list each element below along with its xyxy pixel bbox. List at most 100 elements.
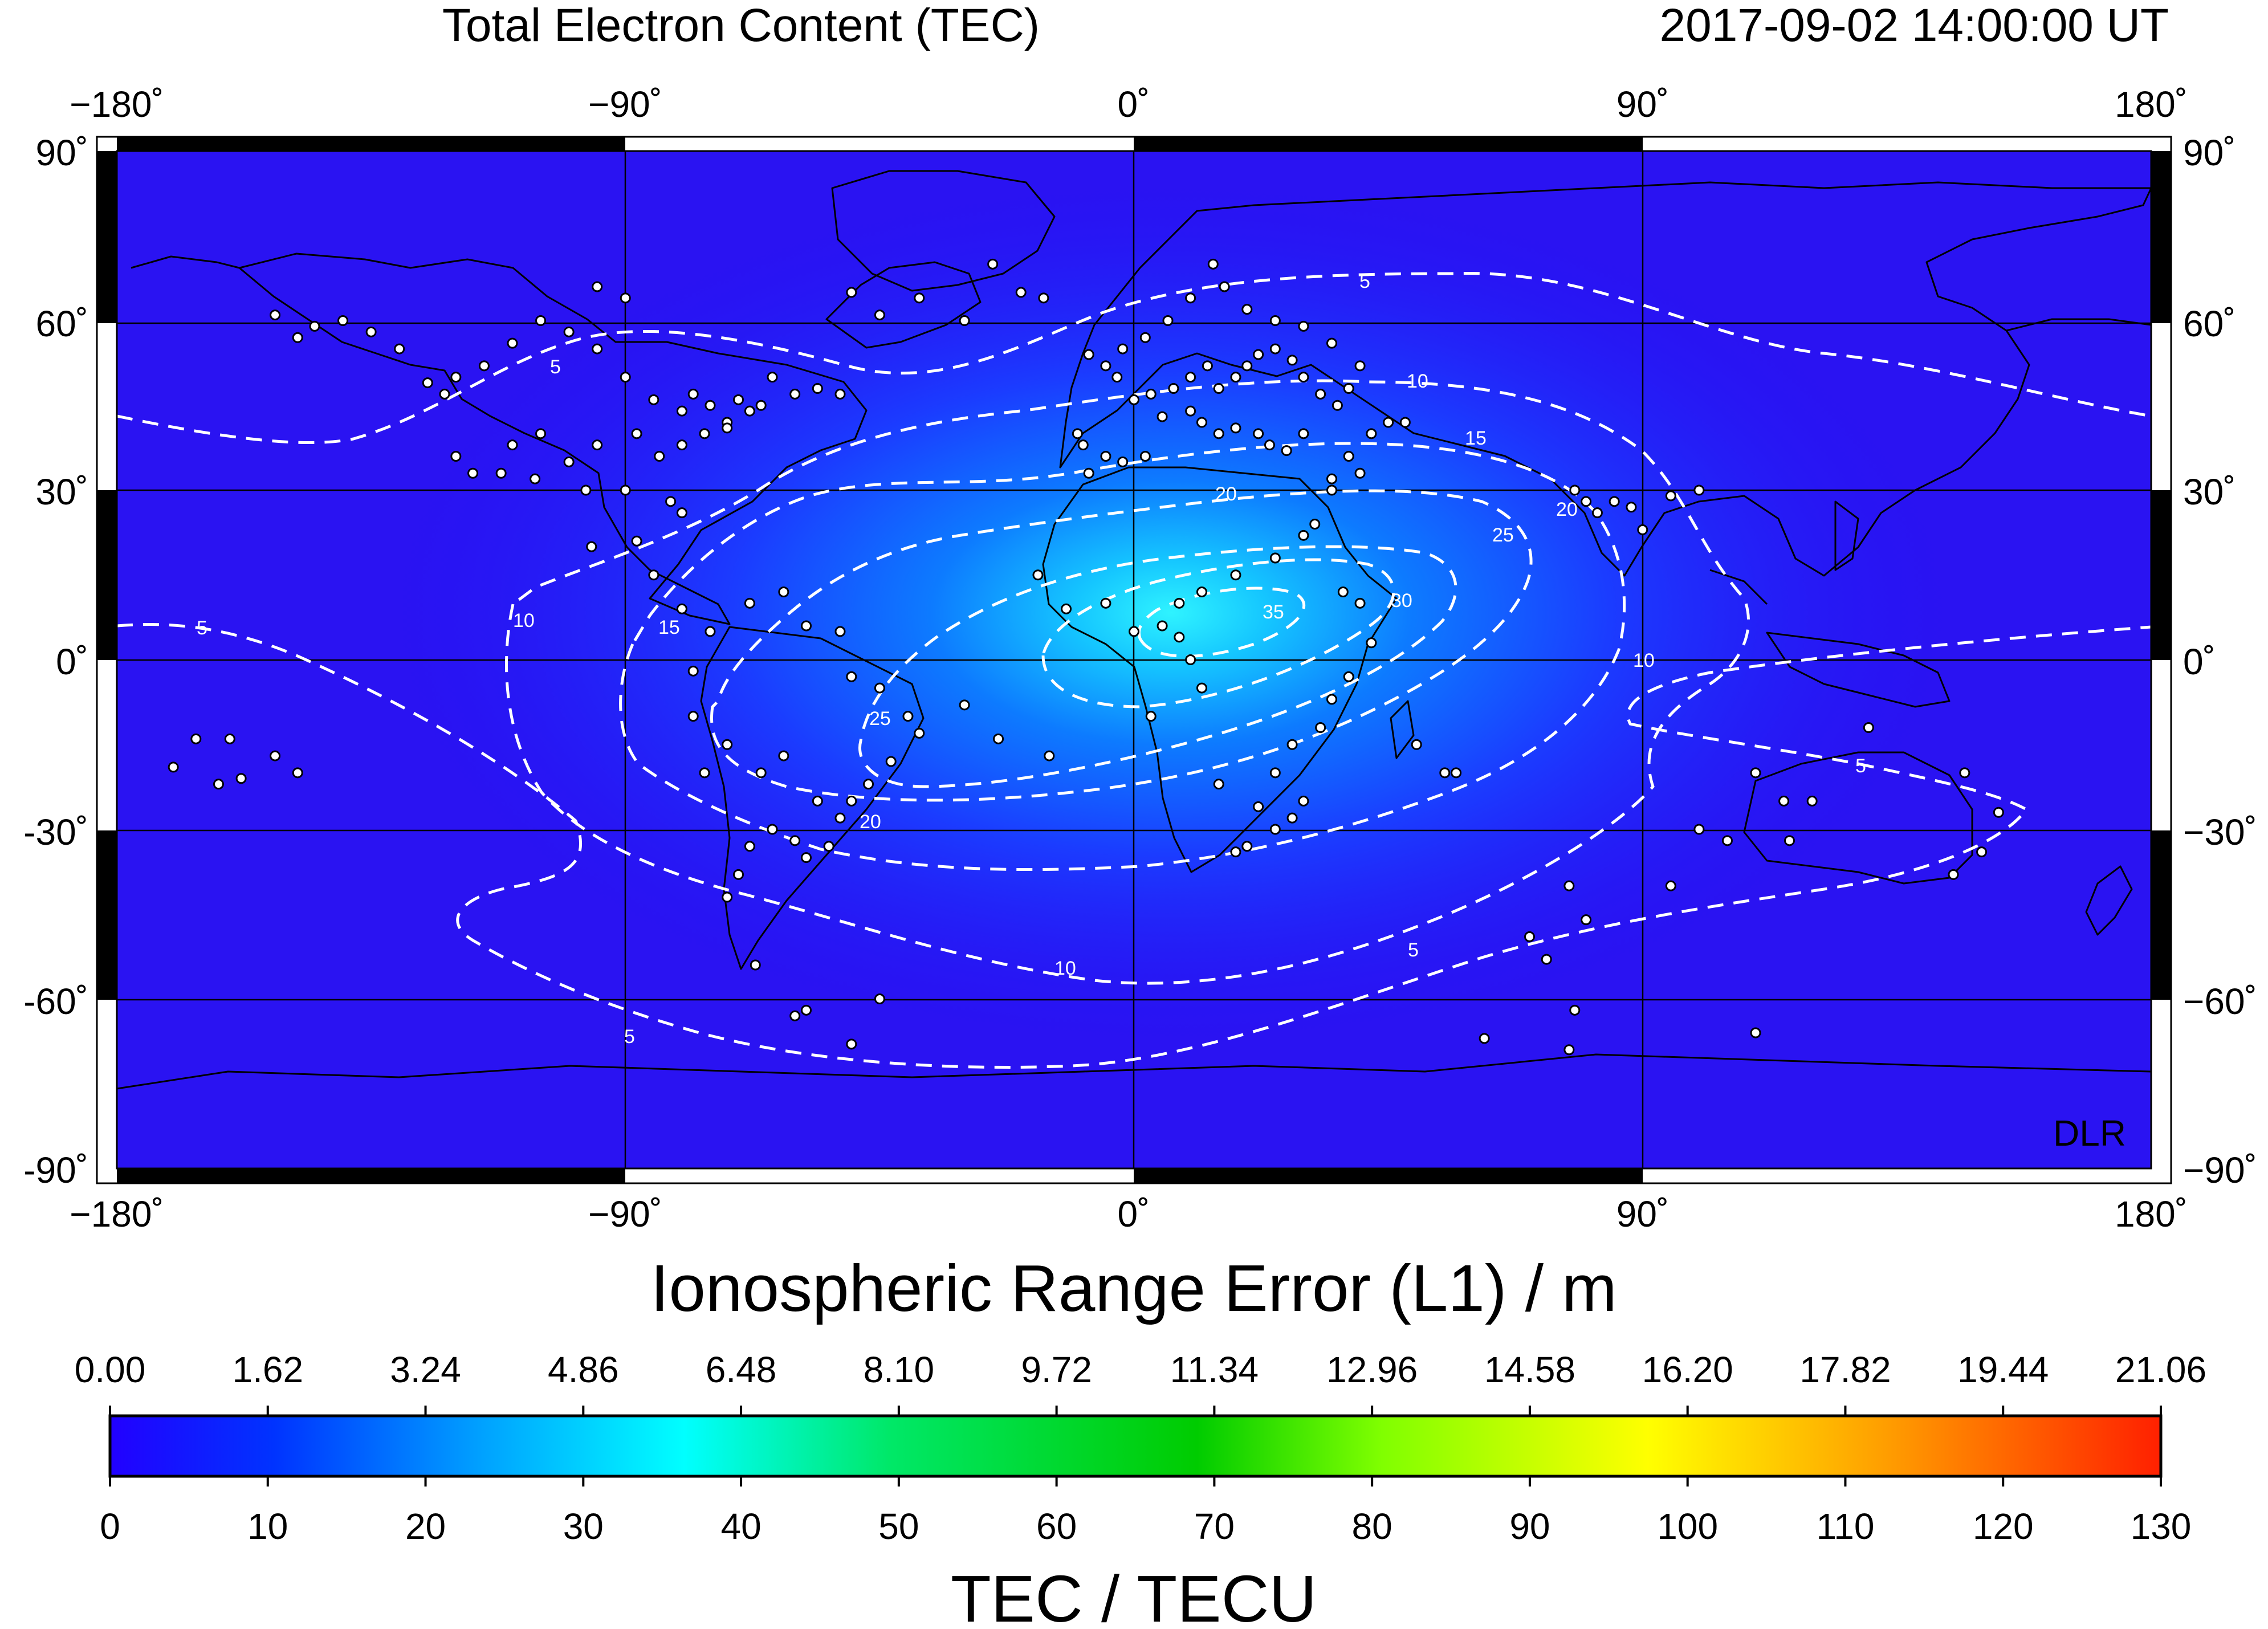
- station-marker: [789, 835, 801, 846]
- station-marker: [1354, 360, 1366, 372]
- station-marker: [1129, 394, 1139, 405]
- station-marker: [495, 467, 507, 479]
- contour-25: [858, 545, 1457, 788]
- station-marker: [665, 496, 677, 507]
- map-panel: 5 5 5 5 5 5 10 10 10 10 15 15 20 20 20 2…: [23, 84, 2257, 1235]
- station-marker: [648, 394, 659, 405]
- station-marker: [987, 258, 999, 270]
- range-error-tick-label: 11.34: [1170, 1349, 1259, 1390]
- station-marker: [1563, 1044, 1575, 1056]
- station-marker: [1241, 360, 1253, 372]
- station-marker: [1298, 530, 1309, 541]
- station-marker: [959, 699, 970, 711]
- range-error-title: Ionospheric Range Error (L1) / m: [650, 1251, 1617, 1325]
- tec-ticks: 0 10 20 30 40 50 60 70 80 90 100 110 120 130: [100, 1506, 2191, 1547]
- contour-5-north: [117, 271, 2151, 444]
- contour-15: [619, 442, 1626, 871]
- station-marker: [750, 959, 761, 971]
- station-marker: [1332, 400, 1343, 411]
- chart-title: Total Electron Content (TEC): [442, 0, 1040, 51]
- station-marker: [535, 315, 547, 326]
- station-marker: [292, 332, 303, 343]
- station-marker: [1451, 767, 1462, 779]
- range-error-tick-label: 1.62: [232, 1349, 303, 1390]
- station-marker: [1083, 349, 1094, 360]
- tec-tick-label: 120: [1973, 1506, 2034, 1547]
- station-marker: [1343, 451, 1354, 462]
- contour-label: 25: [869, 708, 891, 730]
- range-error-ticks: 0.00 1.62 3.24 4.86 6.48 8.10 9.72 11.34 12.96 14…: [75, 1349, 2206, 1390]
- station-marker: [1196, 587, 1207, 597]
- station-marker: [1264, 439, 1275, 451]
- station-marker: [1174, 597, 1185, 609]
- station-marker: [902, 711, 914, 722]
- station-marker: [993, 733, 1004, 744]
- station-marker: [744, 405, 755, 417]
- station-marker: [800, 852, 812, 864]
- station-marker: [1693, 824, 1705, 835]
- station-marker: [535, 428, 547, 439]
- station-marker: [190, 733, 202, 744]
- lat-label: −30˚: [2183, 812, 2257, 853]
- station-marker: [1541, 954, 1552, 965]
- lat-label: 90˚: [2183, 132, 2236, 173]
- station-marker: [687, 665, 699, 677]
- station-marker: [1354, 597, 1366, 609]
- lat-label: −60˚: [2183, 981, 2257, 1022]
- contour-label: 20: [860, 811, 881, 833]
- station-marker: [1626, 502, 1637, 513]
- station-marker: [1185, 405, 1196, 417]
- tec-tick-label: 10: [247, 1506, 288, 1547]
- station-marker: [1241, 841, 1253, 852]
- station-marker: [874, 682, 885, 694]
- graticule: [117, 151, 2151, 1168]
- contour-label: 30: [1391, 590, 1412, 612]
- station-marker: [1117, 456, 1129, 467]
- gnss-stations: [168, 258, 2004, 1056]
- station-marker: [778, 750, 789, 761]
- colorbar: [108, 1414, 2163, 1478]
- station-marker: [1253, 428, 1264, 439]
- station-marker: [1038, 292, 1049, 304]
- station-marker: [1298, 428, 1309, 439]
- station-marker: [1196, 682, 1207, 694]
- lon-label: −180˚: [70, 1194, 164, 1235]
- station-marker: [687, 711, 699, 722]
- station-marker: [620, 372, 631, 383]
- station-marker: [1168, 383, 1179, 394]
- contour-label: 5: [1855, 755, 1866, 777]
- station-marker: [1213, 383, 1224, 394]
- station-marker: [812, 795, 823, 807]
- station-marker: [676, 603, 687, 614]
- range-error-tick-label: 12.96: [1326, 1349, 1418, 1390]
- range-error-tick-label: 6.48: [706, 1349, 777, 1390]
- contour-label: 10: [513, 610, 535, 632]
- lon-label: 0˚: [1118, 84, 1150, 125]
- station-marker: [1806, 795, 1818, 807]
- station-marker: [309, 320, 320, 332]
- credit-label: DLR: [2053, 1113, 2126, 1154]
- station-marker: [1044, 750, 1055, 761]
- station-marker: [846, 1039, 857, 1050]
- station-marker: [270, 309, 281, 321]
- station-marker: [1015, 287, 1027, 298]
- station-marker: [1269, 767, 1281, 779]
- station-marker: [507, 439, 518, 451]
- range-error-tick-label: 19.44: [1957, 1349, 2049, 1390]
- contour-label: 5: [1408, 939, 1419, 961]
- tec-tick-label: 90: [1509, 1506, 1550, 1547]
- station-marker: [1326, 694, 1337, 705]
- station-marker: [1139, 332, 1151, 343]
- station-marker: [450, 372, 462, 383]
- lat-label: 0˚: [2183, 641, 2216, 682]
- station-marker: [722, 891, 733, 903]
- station-marker: [699, 428, 710, 439]
- station-marker: [687, 388, 699, 400]
- station-marker: [631, 428, 642, 439]
- lat-label: -60˚: [23, 981, 88, 1022]
- map-frame: [96, 136, 2172, 1184]
- station-marker: [1326, 484, 1337, 496]
- station-marker: [1948, 869, 1959, 880]
- station-marker: [563, 326, 575, 337]
- station-marker: [1196, 417, 1207, 428]
